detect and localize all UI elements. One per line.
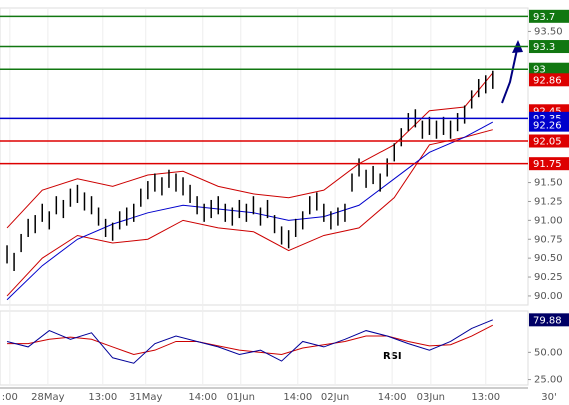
rsi-line [6, 319, 493, 364]
rsi-tick-label: 25.00 [534, 375, 563, 386]
y-tick-label: 90.00 [534, 291, 563, 302]
level-tag [529, 134, 569, 148]
x-tick-label: 14:00 [188, 392, 217, 403]
rsi-tick-label: 50.00 [534, 347, 563, 358]
y-tick-label: 90.25 [534, 272, 563, 283]
level-tag-label: 91.75 [533, 159, 562, 170]
y-tick-label: 93.50 [534, 26, 563, 37]
bollinger-lower [6, 129, 493, 297]
price-panel [0, 7, 529, 306]
x-tick-label: 14:00 [378, 392, 407, 403]
level-tag-label: 92.26 [533, 121, 562, 132]
x-tick-label: 31May [129, 392, 162, 403]
y-tick-label: 90.75 [534, 234, 563, 245]
level-tag-label: 92.45 [533, 106, 562, 117]
timeframe: 30' [541, 392, 556, 403]
x-tick-label: 28May [31, 392, 64, 403]
level-tag-label: 92.05 [533, 137, 562, 148]
y-tick-label: 91.00 [534, 215, 563, 226]
rsi-tag-label: 79.88 [533, 315, 562, 326]
x-tick-label: 13:00 [471, 392, 500, 403]
x-tick-label: 02Jun [321, 392, 349, 403]
level-tag [529, 157, 569, 171]
x-tick-label: 14:00 [283, 392, 312, 403]
level-tag [529, 9, 569, 23]
level-tag-label: 92.86 [533, 75, 562, 86]
x-tick-label: 01Jun [227, 392, 255, 403]
y-tick-label: 91.25 [534, 196, 563, 207]
rsi-panel [0, 310, 529, 386]
rsi-tag [529, 313, 569, 327]
x-tick-label: :00 [2, 392, 18, 403]
level-tag-label: 93.3 [533, 42, 555, 53]
level-tag-label: 93.7 [533, 12, 555, 23]
y-tick-label: 91.50 [534, 178, 563, 189]
level-tag [529, 118, 569, 132]
rsi-signal [7, 324, 494, 356]
level-tag-label: 93 [533, 65, 546, 76]
level-tag [529, 62, 569, 76]
x-tick-label: 03Jun [417, 392, 445, 403]
level-tag [529, 40, 569, 54]
bollinger-upper [6, 72, 494, 229]
y-tick-label: 90.50 [534, 253, 563, 264]
forecast-arrow [501, 44, 519, 104]
level-tag [529, 73, 569, 87]
x-tick-label: 13:00 [88, 392, 117, 403]
